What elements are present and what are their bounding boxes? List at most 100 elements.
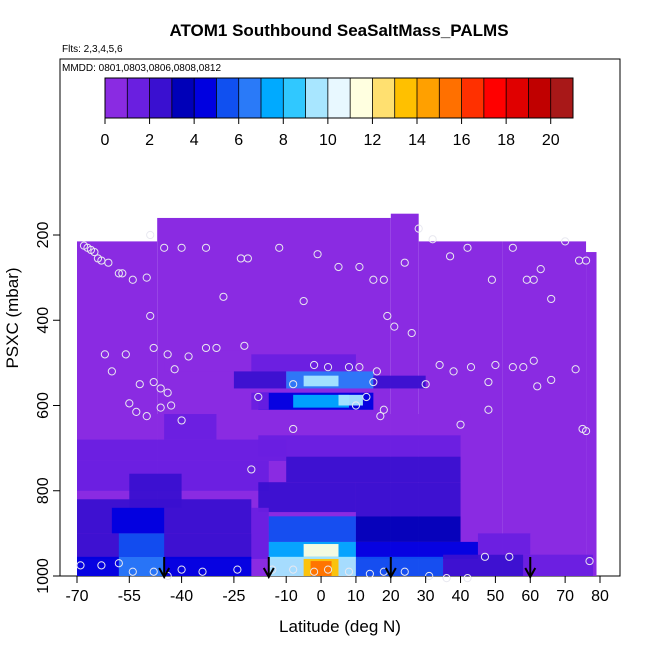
sample-point bbox=[484, 405, 493, 414]
heatmap-cell bbox=[258, 482, 356, 513]
sample-point bbox=[445, 252, 455, 261]
sample-point bbox=[254, 392, 263, 402]
x-axis: -70 -55 -40 -25 -10 0 10 20 30 40 50 60 70 80 bbox=[65, 576, 609, 605]
x-tick-label: 0 bbox=[317, 588, 326, 605]
colorbar-swatch bbox=[483, 78, 507, 118]
sample-point bbox=[466, 363, 476, 372]
heatmap-cell bbox=[251, 507, 269, 559]
heatmap-domain bbox=[586, 252, 597, 577]
sample-point bbox=[369, 275, 378, 284]
sample-point bbox=[323, 363, 333, 372]
sample-point bbox=[463, 574, 472, 583]
heatmap-cell bbox=[164, 414, 217, 440]
colorbar-swatch bbox=[461, 78, 485, 118]
x-tick-label: -25 bbox=[222, 588, 245, 605]
sample-point bbox=[233, 565, 242, 574]
x-tick-label: -10 bbox=[275, 588, 298, 605]
sample-point bbox=[107, 367, 116, 376]
colorbar bbox=[104, 77, 574, 119]
heatmap-cell bbox=[477, 533, 531, 555]
sample-point bbox=[177, 416, 186, 425]
heatmap-cell bbox=[118, 533, 165, 559]
colorbar-swatch bbox=[238, 78, 262, 118]
sample-point bbox=[114, 269, 123, 278]
x-tick-label: 80 bbox=[591, 588, 609, 605]
sample-point bbox=[529, 275, 538, 284]
sample-point bbox=[104, 258, 113, 267]
sample-point bbox=[519, 363, 528, 372]
chart-title: ATOM1 Southbound SeaSaltMass_PALMS bbox=[169, 21, 508, 40]
sample-point bbox=[334, 262, 343, 272]
heatmap-cell bbox=[251, 354, 356, 372]
x-tick-label: 10 bbox=[347, 588, 365, 605]
colorbar-frame bbox=[104, 77, 574, 119]
sample-point bbox=[480, 552, 490, 561]
sample-point bbox=[508, 243, 517, 252]
sample-point bbox=[100, 350, 109, 359]
sample-point bbox=[90, 247, 99, 257]
heatmap-cell bbox=[443, 554, 524, 576]
sample-point bbox=[407, 328, 416, 338]
x-tick-label: -70 bbox=[65, 588, 88, 605]
sample-point bbox=[435, 360, 444, 370]
sample-point bbox=[355, 363, 364, 372]
colorbar-swatch bbox=[350, 78, 373, 118]
sample-point bbox=[400, 567, 409, 576]
heatmap-cell bbox=[258, 435, 461, 457]
sample-point bbox=[309, 360, 319, 370]
sample-point bbox=[463, 243, 472, 252]
sample-point bbox=[365, 569, 374, 578]
heatmap-cell bbox=[251, 392, 269, 410]
x-axis-label: Latitude (deg N) bbox=[279, 617, 401, 636]
heatmap-cell bbox=[523, 554, 594, 576]
heatmap-cell bbox=[111, 507, 165, 534]
x-tick-label: 70 bbox=[556, 588, 574, 605]
heatmap-cell bbox=[355, 556, 444, 576]
heatmap-cell bbox=[355, 516, 461, 542]
colorbar-swatch bbox=[261, 78, 284, 118]
sample-point bbox=[184, 352, 193, 361]
x-tick-label: 50 bbox=[487, 588, 505, 605]
colorbar-swatch bbox=[327, 78, 351, 118]
sample-point bbox=[163, 388, 172, 397]
colorbar-tick-label: 12 bbox=[364, 132, 382, 149]
colorbar-swatch bbox=[550, 78, 574, 118]
heatmap-cell bbox=[118, 556, 165, 576]
sample-point bbox=[289, 424, 298, 434]
sample-point bbox=[581, 426, 591, 436]
sample-point bbox=[313, 250, 322, 259]
colorbar-tick-label: 10 bbox=[319, 132, 337, 149]
sample-point bbox=[487, 275, 497, 284]
sample-point bbox=[240, 341, 249, 350]
colorbar-swatch bbox=[149, 78, 173, 118]
sample-point bbox=[372, 367, 381, 376]
heatmap-cell bbox=[293, 394, 349, 408]
sample-point bbox=[142, 412, 151, 421]
colorbar-swatch bbox=[305, 78, 329, 118]
y-tick-label: 1000 bbox=[35, 558, 52, 594]
sample-point bbox=[581, 256, 591, 265]
sample-point bbox=[421, 380, 430, 389]
colorbar-swatch bbox=[194, 78, 217, 118]
colorbar-swatch bbox=[417, 78, 440, 118]
sample-point bbox=[414, 224, 423, 233]
sample-point bbox=[135, 380, 144, 389]
y-tick-label: 800 bbox=[35, 477, 52, 504]
y-tick-label: 200 bbox=[35, 222, 52, 249]
heatmap-cell bbox=[233, 371, 287, 389]
colorbar-swatch bbox=[439, 78, 463, 118]
sample-point bbox=[149, 343, 158, 353]
heatmap-layer bbox=[77, 213, 597, 577]
sample-point bbox=[212, 343, 221, 353]
sample-point bbox=[505, 552, 514, 561]
sample-point bbox=[201, 243, 211, 252]
sample-point bbox=[97, 561, 106, 570]
sample-point bbox=[289, 565, 298, 574]
colorbar-tick-label: 8 bbox=[279, 132, 288, 149]
sample-point bbox=[219, 292, 228, 301]
colorbar-tick-label: 2 bbox=[145, 132, 154, 149]
sample-point bbox=[156, 384, 165, 393]
colorbar-tick-label: 18 bbox=[497, 132, 515, 149]
sample-point bbox=[243, 254, 252, 263]
